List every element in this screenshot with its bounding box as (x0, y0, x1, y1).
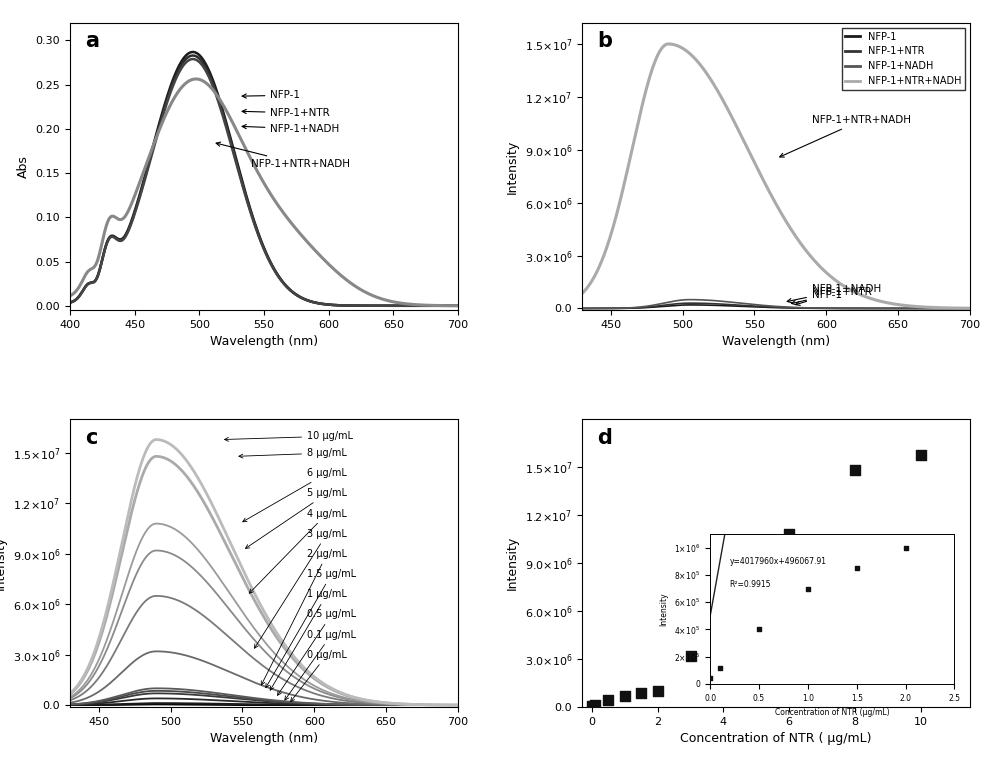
Text: 8 μg/mL: 8 μg/mL (239, 448, 347, 458)
Text: 0.1 μg/mL: 0.1 μg/mL (285, 629, 356, 700)
Point (617, 689, 633, 701)
Text: NFP-1+NTR: NFP-1+NTR (242, 108, 330, 118)
Text: NFP-1: NFP-1 (796, 290, 842, 306)
Text: 0 μg/mL: 0 μg/mL (291, 650, 347, 701)
Text: NFP-1+NADH: NFP-1+NADH (787, 284, 881, 302)
Text: NFP-1+NTR+NADH: NFP-1+NTR+NADH (216, 142, 350, 169)
Point (587, 698, 603, 711)
Y-axis label: Abs: Abs (17, 155, 30, 178)
Text: 4 μg/mL: 4 μg/mL (249, 508, 347, 594)
Y-axis label: Intensity: Intensity (506, 536, 519, 591)
Point (748, 554, 764, 566)
Y-axis label: Intensity: Intensity (0, 536, 7, 591)
Point (584, 700, 600, 712)
Y-axis label: Intensity: Intensity (506, 139, 519, 194)
Text: 0.5 μg/mL: 0.5 μg/mL (278, 610, 356, 695)
X-axis label: Wavelength (nm): Wavelength (nm) (210, 335, 318, 349)
X-axis label: Concentration of NTR ( μg/mL): Concentration of NTR ( μg/mL) (680, 732, 872, 745)
Text: 10 μg/mL: 10 μg/mL (225, 431, 353, 442)
Point (913, 448, 929, 461)
Text: 6 μg/mL: 6 μg/mL (243, 468, 347, 522)
Point (600, 695, 616, 707)
Text: 1.5 μg/mL: 1.5 μg/mL (266, 569, 356, 688)
Text: NFP-1+NTR+NADH: NFP-1+NTR+NADH (780, 116, 911, 157)
Point (847, 464, 863, 477)
Point (781, 528, 797, 540)
Text: NFP-1+NADH: NFP-1+NADH (242, 124, 340, 134)
Text: 2 μg/mL: 2 μg/mL (261, 549, 347, 685)
Point (715, 597, 731, 609)
Text: a: a (86, 31, 100, 52)
Text: b: b (598, 31, 613, 52)
Point (683, 650, 699, 662)
Text: NFP-1+NTR: NFP-1+NTR (791, 287, 872, 305)
X-axis label: Wavelength (nm): Wavelength (nm) (722, 335, 830, 349)
Point (650, 685, 666, 697)
Text: d: d (598, 428, 612, 448)
Text: NFP-1: NFP-1 (242, 90, 300, 100)
Text: 3 μg/mL: 3 μg/mL (254, 529, 347, 648)
Point (633, 687, 649, 699)
X-axis label: Wavelength (nm): Wavelength (nm) (210, 732, 318, 745)
Text: 1 μg/mL: 1 μg/mL (270, 589, 347, 690)
Legend: NFP-1, NFP-1+NTR, NFP-1+NADH, NFP-1+NTR+NADH: NFP-1, NFP-1+NTR, NFP-1+NADH, NFP-1+NTR+… (842, 27, 965, 90)
Text: c: c (86, 428, 98, 448)
Text: 5 μg/mL: 5 μg/mL (245, 489, 347, 549)
